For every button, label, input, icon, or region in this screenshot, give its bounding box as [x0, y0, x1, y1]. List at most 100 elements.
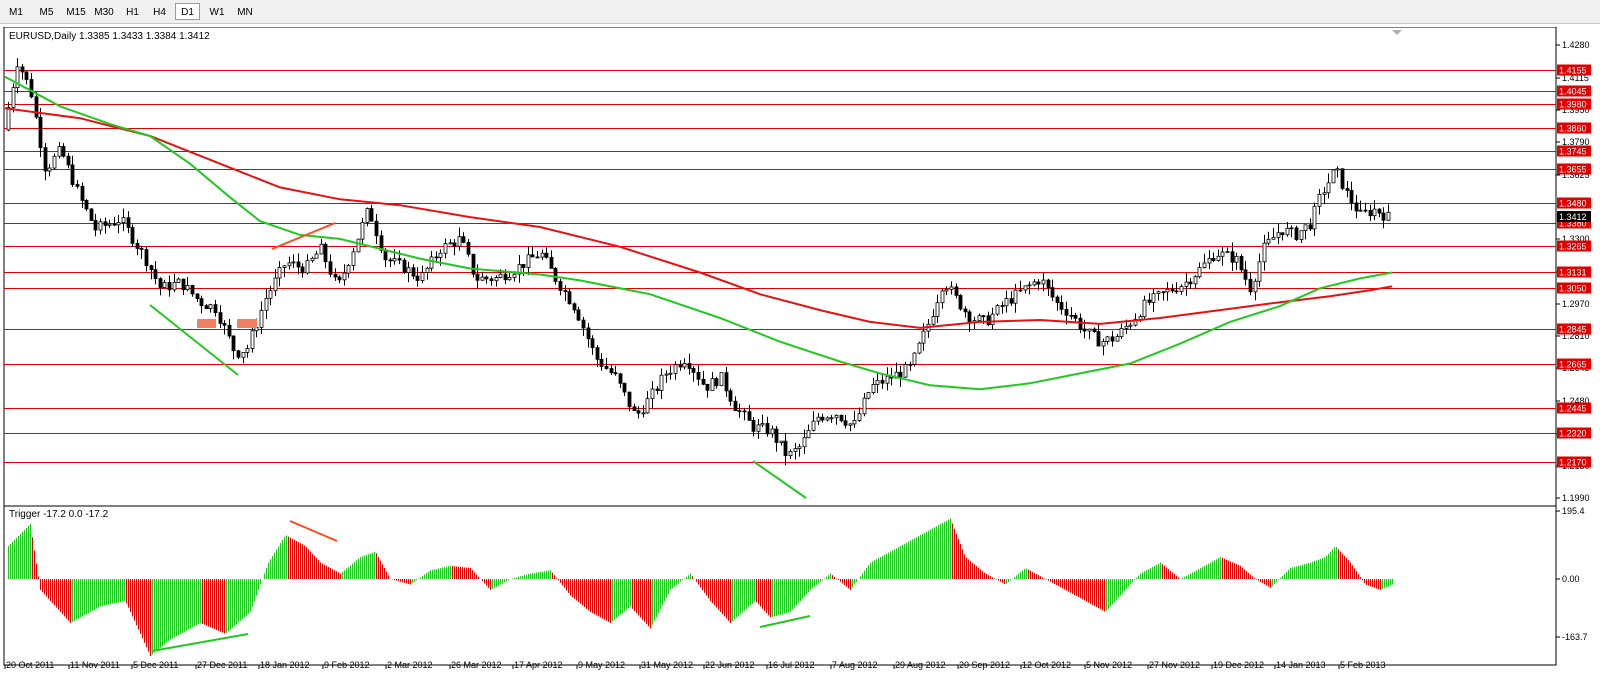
- current-price-tag: 1.3412: [1557, 211, 1591, 222]
- price-axis-tick: 1.3950: [1562, 105, 1590, 115]
- candle-body: [1317, 193, 1322, 207]
- candle-body: [678, 364, 683, 368]
- price-axis-tick: 1.3625: [1562, 170, 1590, 180]
- candle-body: [885, 375, 890, 384]
- time-axis: 20 Oct 2011 11 Nov 2011 5 Dec 2011 27 Dec 2…: [4, 660, 1386, 670]
- candle-body: [1271, 237, 1276, 240]
- level-label-box: [1557, 427, 1591, 439]
- level-label: 1.3265: [1559, 242, 1587, 252]
- candle-body: [1266, 238, 1271, 244]
- candle-body: [121, 217, 126, 223]
- candle-body: [1354, 202, 1359, 212]
- trendlines: [149, 222, 807, 499]
- timeframe-m1-button[interactable]: M1: [9, 7, 23, 18]
- timeframe-mn-button[interactable]: MN: [237, 7, 253, 18]
- candle-body: [954, 286, 959, 296]
- candle-body: [742, 410, 747, 413]
- candle-body: [471, 253, 476, 275]
- candle-body: [480, 276, 485, 281]
- candle-body: [466, 242, 471, 255]
- timeframe-m5-button[interactable]: M5: [39, 7, 54, 18]
- candle-body: [912, 352, 917, 365]
- candle-body: [1358, 209, 1363, 212]
- candle-body: [903, 363, 908, 378]
- candle-body: [213, 304, 218, 313]
- candle-body: [1230, 251, 1235, 263]
- timeframe-m15-button[interactable]: M15: [66, 7, 86, 18]
- candle-body: [185, 284, 190, 291]
- candle-body: [553, 267, 558, 282]
- candle-body: [328, 261, 333, 275]
- candle-body: [162, 282, 167, 288]
- level-label: 1.2170: [1559, 458, 1587, 468]
- candle-body: [834, 414, 839, 419]
- candle-body: [701, 378, 706, 385]
- timeframe-d1-button[interactable]: D1: [175, 3, 200, 20]
- candle-body: [208, 304, 213, 310]
- candle-body: [944, 288, 949, 292]
- candle-body: [714, 378, 719, 387]
- candle-body: [369, 208, 374, 222]
- indicator-trendline-green-2: [759, 615, 811, 628]
- candle-body: [236, 350, 241, 358]
- candle-body: [1087, 328, 1092, 332]
- candle-body: [1253, 280, 1258, 293]
- candle-body: [549, 256, 554, 269]
- candle-body: [995, 305, 1000, 315]
- candle-body: [126, 217, 131, 228]
- timeframe-h4-button[interactable]: H4: [153, 7, 166, 18]
- level-label: 1.3745: [1559, 147, 1587, 157]
- candle-body: [793, 448, 798, 452]
- chart-shift-marker-icon: [1392, 30, 1402, 35]
- timeframe-m30-button[interactable]: M30: [94, 7, 114, 18]
- candle-body: [797, 446, 802, 449]
- time-axis-label: 5 Nov 2012: [1086, 660, 1132, 670]
- time-axis-label: 27 Dec 2011: [197, 660, 247, 670]
- candle-body: [356, 238, 361, 253]
- candle-body: [498, 273, 503, 278]
- candle-body: [1322, 192, 1327, 195]
- candle-body: [1312, 205, 1317, 230]
- candle-body: [710, 378, 715, 391]
- level-label: 1.3131: [1559, 268, 1587, 278]
- candle-body: [733, 400, 738, 412]
- candle-body: [645, 398, 650, 414]
- level-label: 1.2320: [1559, 429, 1587, 439]
- trendline-green-1: [149, 304, 239, 376]
- level-label: 1.4155: [1559, 66, 1587, 76]
- candle-body: [1220, 251, 1225, 257]
- candle-body: [296, 261, 301, 268]
- candle-body: [756, 424, 761, 432]
- candle-body: [526, 254, 531, 268]
- candle-body: [310, 257, 315, 262]
- candle-body: [222, 323, 227, 326]
- candle-body: [673, 364, 678, 374]
- candle-body: [287, 262, 292, 267]
- candle-body: [871, 384, 876, 393]
- price-axis-tick: 1.1990: [1562, 493, 1590, 503]
- candle-body: [452, 242, 457, 247]
- candle-body: [1069, 314, 1074, 317]
- level-label-box: [1557, 282, 1591, 294]
- candle-body: [1027, 284, 1032, 287]
- timeframe-h1-button[interactable]: H1: [126, 7, 139, 18]
- candle-body: [563, 290, 568, 293]
- candle-body: [204, 305, 209, 310]
- candle-body: [337, 276, 342, 281]
- candle-body: [521, 264, 526, 268]
- candle-body: [958, 294, 963, 310]
- candle-body: [323, 243, 328, 263]
- candle-body: [374, 220, 379, 237]
- time-axis-label: 12 Oct 2012: [1022, 660, 1071, 670]
- chart-area[interactable]: EURUSD,Daily 1.3385 1.3433 1.3384 1.3412…: [0, 27, 1600, 673]
- price-panel[interactable]: [3, 27, 1557, 512]
- candle-body: [641, 412, 646, 415]
- candle-body: [1096, 331, 1101, 347]
- indicator-header: Trigger -17.2 0.0 -17.2: [9, 509, 109, 520]
- candle-body: [1363, 209, 1368, 212]
- indicator-tick-min: -163.7: [1562, 632, 1588, 642]
- indicator-tick-max: 195.4: [1562, 506, 1585, 516]
- level-label: 1.3480: [1559, 199, 1587, 209]
- timeframe-w1-button[interactable]: W1: [209, 7, 225, 18]
- level-label-box: [1557, 266, 1591, 278]
